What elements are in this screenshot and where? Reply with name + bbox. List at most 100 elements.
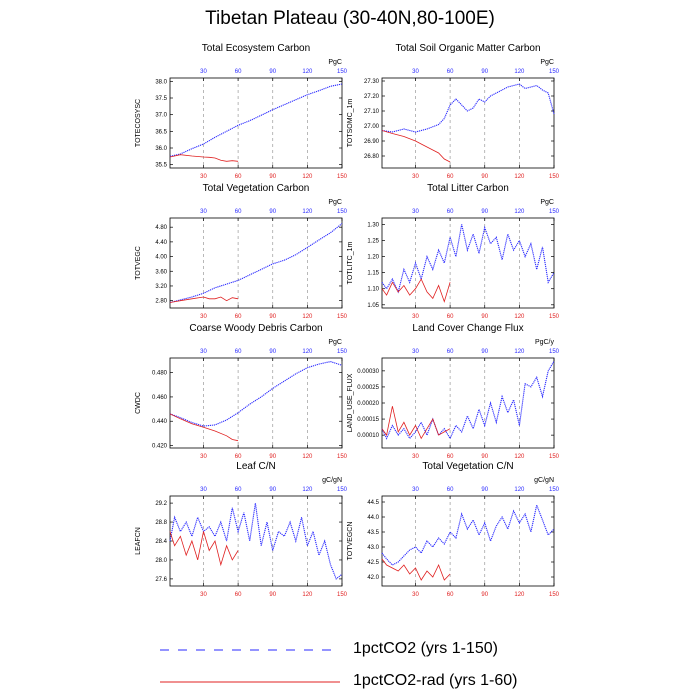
x-tick-label-bottom: 90 (481, 454, 488, 460)
x-tick-label-top: 30 (412, 349, 419, 355)
x-tick-label-bottom: 150 (337, 454, 348, 460)
x-tick-label-bottom: 150 (549, 592, 560, 598)
x-tick-label-bottom: 120 (302, 592, 313, 598)
x-tick-label-top: 90 (481, 69, 488, 75)
y-tick-label: 27.20 (364, 94, 380, 100)
x-tick-label-top: 60 (447, 209, 454, 215)
y-tick-label: 4.40 (155, 240, 167, 246)
y-axis-label: LEAFCN (135, 527, 142, 555)
series-line-1pctco2-rad (381, 406, 451, 440)
x-tick-label-top: 90 (269, 349, 276, 355)
y-tick-label: 35.5 (155, 163, 167, 169)
y-tick-label: 28.0 (155, 558, 167, 564)
series-line-1pctco2 (169, 223, 343, 304)
series-line-1pctco2 (381, 83, 555, 133)
x-tick-label-bottom: 120 (514, 314, 525, 320)
units-label: PgC/y (535, 339, 555, 346)
series-line-1pctco2-rad (169, 413, 239, 442)
x-tick-label-bottom: 120 (514, 454, 525, 460)
y-tick-label: 0.460 (152, 395, 168, 401)
main-title: Tibetan Plateau (30-40N,80-100E) (205, 8, 495, 29)
x-tick-label-bottom: 60 (447, 314, 454, 320)
units-label: PgC (328, 339, 342, 346)
series-line-1pctco2-rad (381, 278, 451, 303)
series-line-1pctco2-rad (169, 296, 239, 303)
x-tick-label-top: 90 (481, 209, 488, 215)
y-tick-label: 0.00015 (357, 417, 379, 423)
x-tick-label-bottom: 90 (269, 592, 276, 598)
y-tick-label: 0.440 (152, 419, 168, 425)
x-tick-label-top: 60 (447, 349, 454, 355)
x-tick-label-top: 90 (481, 487, 488, 493)
units-label: PgC (540, 199, 554, 206)
y-axis-label: TOTSOMC_1m (347, 99, 354, 148)
x-tick-label-bottom: 150 (337, 314, 348, 320)
y-tick-label: 43.0 (367, 545, 379, 551)
x-tick-label-top: 30 (200, 487, 207, 493)
x-tick-label-bottom: 150 (549, 174, 560, 180)
y-tick-label: 42.5 (367, 560, 379, 566)
y-axis-label: TOTVEGCN (347, 522, 354, 561)
y-tick-label: 27.30 (364, 79, 380, 85)
x-tick-label-top: 30 (412, 69, 419, 75)
y-axis-label: CWDC (135, 392, 142, 414)
x-tick-label-bottom: 30 (412, 314, 419, 320)
x-tick-label-top: 150 (337, 209, 348, 215)
units-label: PgC (328, 199, 342, 206)
y-tick-label: 27.00 (364, 124, 380, 130)
x-tick-label-bottom: 90 (269, 314, 276, 320)
y-axis-label: TOTLITC_1m (347, 242, 354, 285)
panel-title: Land Cover Change Flux (412, 323, 523, 334)
panel-title: Leaf C/N (236, 461, 275, 472)
x-tick-label-top: 60 (235, 487, 242, 493)
x-tick-label-top: 150 (549, 69, 560, 75)
panel-title: Total Soil Organic Matter Carbon (395, 43, 540, 54)
x-tick-label-top: 60 (447, 69, 454, 75)
panel-title: Total Litter Carbon (427, 183, 509, 194)
x-tick-label-top: 90 (269, 209, 276, 215)
x-tick-label-bottom: 120 (302, 314, 313, 320)
x-tick-label-top: 120 (514, 69, 525, 75)
legend-label-1: 1pctCO2 (yrs 1-150) (353, 640, 498, 657)
x-tick-label-bottom: 90 (481, 314, 488, 320)
panel-title: Coarse Woody Debris Carbon (189, 323, 322, 334)
x-tick-label-bottom: 30 (200, 592, 207, 598)
y-tick-label: 1.15 (367, 271, 379, 277)
y-tick-label: 26.90 (364, 139, 380, 145)
x-tick-label-top: 120 (302, 487, 313, 493)
y-tick-label: 37.0 (155, 113, 167, 119)
y-tick-label: 36.0 (155, 146, 167, 152)
x-tick-label-bottom: 30 (412, 454, 419, 460)
y-tick-label: 1.10 (367, 287, 379, 293)
x-tick-label-top: 120 (302, 69, 313, 75)
y-tick-label: 3.60 (155, 269, 167, 275)
x-tick-label-bottom: 150 (337, 174, 348, 180)
x-tick-label-bottom: 60 (235, 174, 242, 180)
x-tick-label-top: 120 (514, 349, 525, 355)
y-tick-label: 28.4 (155, 539, 167, 545)
y-tick-label: 44.5 (367, 500, 379, 506)
y-axis-label: TOTECOSYSC (135, 99, 142, 147)
plot-frame (169, 357, 343, 449)
x-tick-label-top: 30 (412, 487, 419, 493)
x-tick-label-bottom: 90 (481, 174, 488, 180)
panel-title: Total Ecosystem Carbon (202, 43, 310, 54)
x-tick-label-bottom: 30 (200, 314, 207, 320)
y-tick-label: 4.80 (155, 225, 167, 231)
x-tick-label-top: 120 (514, 487, 525, 493)
units-label: gC/gN (322, 477, 342, 484)
series-line-1pctco2-rad (169, 531, 239, 567)
y-tick-label: 44.0 (367, 515, 379, 521)
y-tick-label: 0.00020 (357, 401, 379, 407)
y-tick-label: 37.5 (155, 96, 167, 102)
y-tick-label: 1.05 (367, 303, 379, 309)
x-tick-label-bottom: 60 (447, 174, 454, 180)
x-tick-label-bottom: 60 (447, 454, 454, 460)
y-tick-label: 4.00 (155, 255, 167, 261)
x-tick-label-bottom: 90 (269, 454, 276, 460)
x-tick-label-top: 30 (200, 209, 207, 215)
x-tick-label-bottom: 30 (200, 174, 207, 180)
x-tick-label-top: 90 (269, 487, 276, 493)
x-tick-label-bottom: 60 (447, 592, 454, 598)
